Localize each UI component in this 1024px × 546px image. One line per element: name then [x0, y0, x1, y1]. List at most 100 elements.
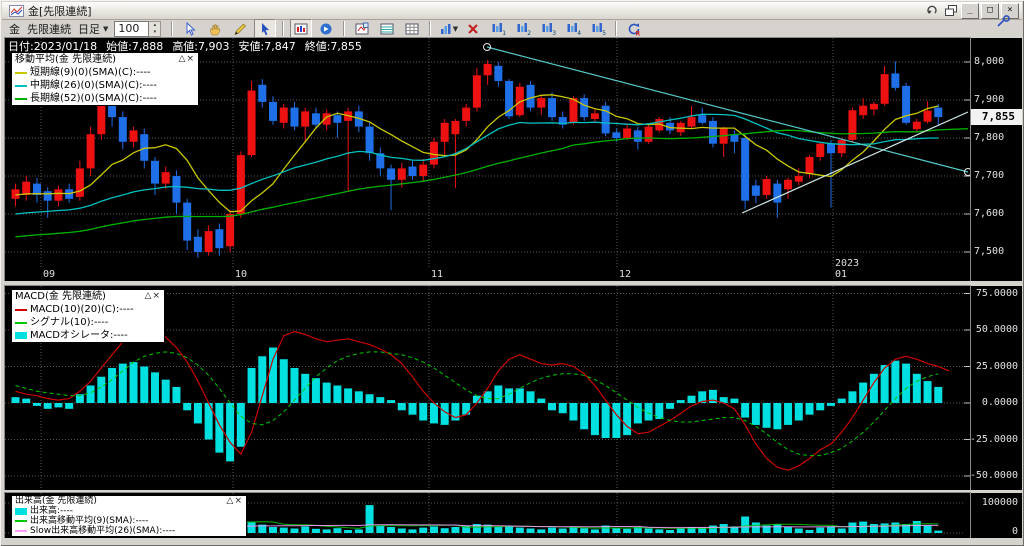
price-tick-label: 7,800 — [974, 132, 1005, 143]
window-title: 金[先限連続] — [28, 4, 92, 18]
macd-tick-label: -50.0000 — [969, 470, 1018, 481]
macd-tick-label: 50.0000 — [975, 324, 1018, 335]
legend-close-icon[interactable]: × — [234, 496, 243, 506]
legend-minimize-icon[interactable]: △ — [144, 291, 153, 301]
title-bar[interactable]: 金[先限連続] _ □ × — [2, 2, 1022, 20]
toolbar: 金 先限連続 日足 ▼ 100 ▴ ▾ — [2, 19, 970, 38]
signal-line-swatch — [15, 321, 27, 324]
bar-chart-icon — [440, 23, 451, 34]
svg-text:1: 1 — [502, 30, 506, 36]
key-icon[interactable] — [996, 15, 1012, 28]
volume-panel[interactable]: 出来高(金 先限連続) △× 出来高:---- 出来高移動平均(9)(SMA):… — [4, 492, 971, 539]
chevron-down-icon[interactable]: ▼ — [452, 24, 459, 33]
pencil-draw-button[interactable] — [229, 19, 251, 38]
month-tick-label: 10 — [235, 269, 248, 280]
minimize-button[interactable]: _ — [961, 2, 979, 19]
legend-minimize-icon[interactable]: △ — [178, 54, 187, 64]
legend-item: MACD(10)(20)(C):---- — [12, 303, 164, 316]
timeframe-value: 日足 — [78, 22, 100, 36]
main-chart-panel[interactable]: 2023 日付:2023/01/18 始値:7,888 高値:7,903 安値:7,8… — [4, 37, 971, 282]
chart-layout-5-button[interactable]: 5 — [587, 19, 609, 38]
timeframe-select[interactable]: 日足 ▼ — [78, 21, 108, 37]
bars-count-stepper[interactable]: 100 ▴ ▾ — [114, 20, 162, 37]
legend-close-icon[interactable]: × — [186, 54, 195, 64]
month-tick-label: 12 — [619, 269, 632, 280]
chart-layout-1-button[interactable]: 1 — [487, 19, 509, 38]
chart-layout-2-button[interactable]: 2 — [512, 19, 534, 38]
pointer-tool-button[interactable] — [254, 19, 277, 38]
select-cursor-button[interactable] — [179, 19, 201, 38]
macd-tick-label: 75.0000 — [975, 287, 1018, 299]
grid-icon — [405, 23, 419, 34]
grid-button[interactable] — [401, 19, 423, 38]
chevron-down-icon: ▼ — [103, 24, 109, 33]
macd-tick-label: 0.0000 — [981, 397, 1018, 408]
bars-count-value[interactable]: 100 — [114, 20, 150, 37]
maximize-button[interactable]: □ — [981, 2, 999, 19]
toolbar-separator — [171, 21, 174, 36]
pointer-icon — [262, 22, 270, 35]
price-tick-label: 7,900 — [974, 94, 1005, 105]
volume-legend-title: 出来高(金 先限連続) — [15, 496, 97, 506]
quote-date: 日付:2023/01/18 — [8, 40, 98, 53]
cursor-icon — [186, 21, 197, 36]
price-axis: 7,855 8,000 7,900 7,800 7,700 7,600 7,500 — [971, 38, 1022, 281]
panel-splitter[interactable] — [2, 490, 1022, 493]
legend-close-icon[interactable]: × — [152, 291, 161, 301]
quote-info-line: 日付:2023/01/18 始値:7,888 高値:7,903 安値:7,847 終値:… — [8, 38, 371, 54]
volume-tick-label: 100000 — [981, 497, 1018, 508]
duplicate-window-button[interactable] — [942, 4, 959, 18]
hand-pan-button[interactable] — [204, 19, 226, 38]
legend-item: 出来高移動平均(9)(SMA):---- — [12, 516, 246, 526]
spin-up-icon[interactable]: ▴ — [153, 21, 157, 28]
close-button[interactable]: × — [1001, 2, 1019, 19]
new-chart-button[interactable] — [351, 19, 373, 38]
price-tick-label: 8,000 — [974, 56, 1005, 67]
x-axis: 09 10 11 12 01 — [5, 268, 970, 281]
macd-tick-label: 25.0000 — [975, 360, 1018, 372]
month-tick-label: 01 — [835, 269, 848, 280]
legend-item: MACDオシレータ:---- — [12, 329, 164, 342]
panel-splitter[interactable] — [2, 281, 1022, 286]
candlestick-chart[interactable]: 2023 — [5, 38, 970, 268]
refresh-icon: R — [629, 22, 641, 36]
new-chart-icon — [355, 22, 369, 34]
ma-legend: 移動平均(金 先限連続) △× 短期線(9)(0)(SMA)(C):---- 中… — [11, 52, 199, 106]
macd-axis: 75.0000 50.0000 25.0000 0.0000 -25.0000 -50.0… — [969, 286, 1022, 490]
data-table-button[interactable] — [376, 19, 398, 38]
bottom-frame — [2, 538, 1022, 544]
chart-layout-1-icon: 1 — [492, 23, 506, 36]
ma-long-swatch — [15, 97, 27, 100]
svg-text:3: 3 — [552, 30, 556, 36]
chart-layout-2-icon: 2 — [517, 23, 531, 36]
volume-tick-label: 0 — [1011, 526, 1018, 537]
chart-layout-3-button[interactable]: 3 — [537, 19, 559, 38]
svg-text:4: 4 — [577, 30, 581, 36]
volume-axis: 100000 0 — [971, 493, 1022, 538]
restore-layout-button[interactable] — [923, 4, 940, 18]
svg-text:2: 2 — [527, 30, 531, 36]
legend-item: 中期線(26)(0)(SMA)(C):---- — [12, 79, 198, 92]
month-tick-label: 11 — [431, 269, 444, 280]
spin-down-icon[interactable]: ▾ — [153, 28, 157, 35]
navigate-button[interactable] — [315, 19, 337, 38]
legend-item: シグナル(10):---- — [12, 316, 164, 329]
price-tick-label: 7,700 — [974, 170, 1005, 181]
macd-panel[interactable]: MACD(金 先限連続) △× MACD(10)(20)(C):---- シグナ… — [4, 285, 971, 491]
bar-chart-button[interactable]: ▼ — [437, 19, 459, 38]
macd-tick-label: -25.0000 — [969, 433, 1018, 445]
instrument-label: 金 — [9, 22, 20, 36]
navigate-icon — [320, 23, 332, 34]
toolbar-separator — [343, 21, 346, 36]
refresh-button[interactable]: R — [623, 19, 645, 38]
chart-layout-4-button[interactable]: 4 — [562, 19, 584, 38]
legend-minimize-icon[interactable]: △ — [226, 496, 235, 506]
chart-select-button[interactable] — [290, 19, 313, 38]
month-tick-label: 09 — [43, 269, 56, 280]
macd-line-swatch — [15, 308, 27, 311]
hand-icon — [210, 23, 221, 35]
delete-chart-button[interactable] — [462, 19, 484, 38]
macd-legend: MACD(金 先限連続) △× MACD(10)(20)(C):---- シグナ… — [11, 289, 165, 343]
chart-select-icon — [294, 23, 308, 34]
